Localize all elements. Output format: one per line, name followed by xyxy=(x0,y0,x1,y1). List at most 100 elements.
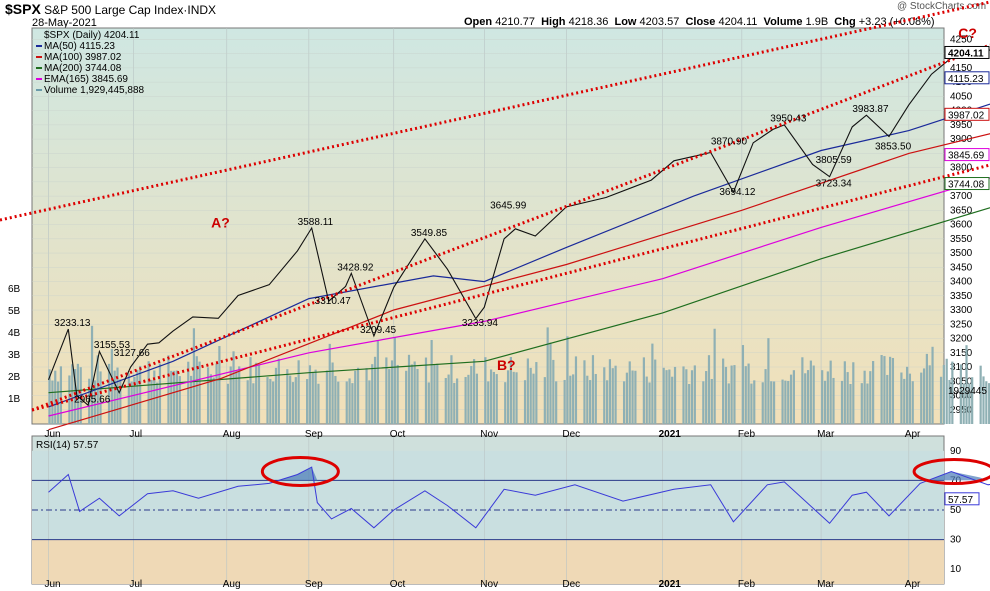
volume-bar xyxy=(753,380,756,424)
rsi-x-tick-label: 2021 xyxy=(659,579,682,590)
price-annotation: 3127.66 xyxy=(114,348,151,359)
volume-bar xyxy=(317,383,320,424)
volume-bar xyxy=(430,339,433,424)
price-annotation: 3870.90 xyxy=(711,136,748,147)
volume-bar xyxy=(606,380,609,424)
volume-bar xyxy=(444,377,447,424)
volume-bar xyxy=(529,367,532,424)
volume-bar xyxy=(713,328,716,424)
volume-bar xyxy=(908,373,912,424)
x-tick-label: Mar xyxy=(817,429,835,440)
volume-bar xyxy=(368,380,371,424)
support-trendline xyxy=(31,43,990,412)
volume-bar xyxy=(192,328,196,424)
volume-bar xyxy=(611,368,614,424)
wave-label: B? xyxy=(497,357,516,373)
volume-bar xyxy=(648,382,651,424)
price-tick-label: 3250 xyxy=(950,319,973,330)
rsi-x-tick-label: Sep xyxy=(305,579,323,590)
volume-bar xyxy=(631,370,634,424)
volume-bar xyxy=(772,381,776,424)
volume-bar xyxy=(294,377,297,424)
rsi-tick-label: 10 xyxy=(950,564,962,575)
volume-bar xyxy=(869,371,872,424)
volume-bar xyxy=(147,361,150,424)
close-label: Close xyxy=(685,16,716,28)
value-tag: 3987.02 xyxy=(948,110,985,121)
wave-label: A? xyxy=(211,214,230,230)
rsi-x-tick-label: Mar xyxy=(817,579,835,590)
volume-bar xyxy=(189,375,193,424)
volume-bar xyxy=(761,382,764,424)
high-label: High xyxy=(541,16,566,28)
legend-entry: MA(200) 3744.08 xyxy=(44,63,122,74)
volume-bar xyxy=(354,370,357,424)
price-tick-label: 3550 xyxy=(950,234,973,245)
volume-bar xyxy=(880,355,883,424)
volume-bar xyxy=(348,378,351,424)
volume-bar xyxy=(792,370,795,424)
volume-bar xyxy=(173,370,176,424)
value-tag-box xyxy=(944,71,990,85)
volume-bar xyxy=(206,367,210,424)
volume-bar xyxy=(849,383,852,424)
volume-bar xyxy=(139,365,142,424)
volume-bar xyxy=(252,383,255,424)
rsi-x-tick-label: Oct xyxy=(390,579,406,590)
price-annotation: 3983.87 xyxy=(852,104,889,115)
price-annotation: 3723.34 xyxy=(816,178,853,189)
chg-value: +3.23 (+0.08%) xyxy=(858,16,935,28)
volume-bar xyxy=(229,366,232,424)
volume-bar xyxy=(76,363,79,424)
volume-bar xyxy=(396,364,399,424)
price-annotation: 3588.11 xyxy=(298,217,334,228)
volume-bar xyxy=(286,369,289,424)
volume-bar xyxy=(665,370,668,424)
volume-bar xyxy=(450,355,453,424)
volume-bar xyxy=(801,357,804,424)
volume-bar xyxy=(690,370,694,424)
volume-bar xyxy=(532,373,535,424)
price-annotation: 3310.47 xyxy=(315,296,352,307)
legend-entry: MA(50) 4115.23 xyxy=(44,41,115,52)
volume-bar xyxy=(982,376,985,424)
watermark: @ StockCharts.com xyxy=(897,1,987,12)
volume-bar xyxy=(453,382,456,424)
volume-bar xyxy=(456,378,459,424)
volume-bar xyxy=(693,365,696,424)
ma50-line xyxy=(48,103,990,408)
price-tick-label: 4250 xyxy=(950,34,973,45)
chg-label: Chg xyxy=(834,16,856,28)
volume-bar xyxy=(569,375,572,424)
volume-bar xyxy=(96,355,99,424)
rsi-line xyxy=(48,466,990,529)
volume-bar xyxy=(574,356,578,424)
price-tick-label: 3700 xyxy=(950,191,973,202)
volume-bar xyxy=(603,367,606,424)
volume-bar xyxy=(59,366,63,424)
ma200-line xyxy=(48,207,990,394)
x-tick-label: Sep xyxy=(305,429,323,440)
volume-bar xyxy=(852,362,855,424)
price-tick-label: 3200 xyxy=(950,334,973,345)
volume-tick-label: 3B xyxy=(8,350,21,361)
volume-bar xyxy=(393,337,396,424)
volume-bar xyxy=(266,377,269,424)
volume-bar xyxy=(886,374,889,424)
rsi-value-box xyxy=(944,492,980,506)
volume-bar xyxy=(297,360,300,424)
symbol-title: $SPX S&P 500 Large Cap Index·INDX xyxy=(5,1,217,17)
volume-bar xyxy=(274,367,278,424)
volume-bar xyxy=(628,361,631,424)
value-tag: 4204.11 xyxy=(948,48,984,59)
volume-tick-label: 1B xyxy=(8,394,21,405)
volume-bar xyxy=(484,357,487,424)
volume-bar xyxy=(328,343,331,424)
volume-bar xyxy=(784,380,787,424)
volume-bar xyxy=(846,372,849,424)
volume-bar xyxy=(985,381,988,424)
x-tick-label: Jul xyxy=(129,429,142,440)
volume-bar xyxy=(860,383,863,424)
rsi-lower-band xyxy=(32,539,944,584)
